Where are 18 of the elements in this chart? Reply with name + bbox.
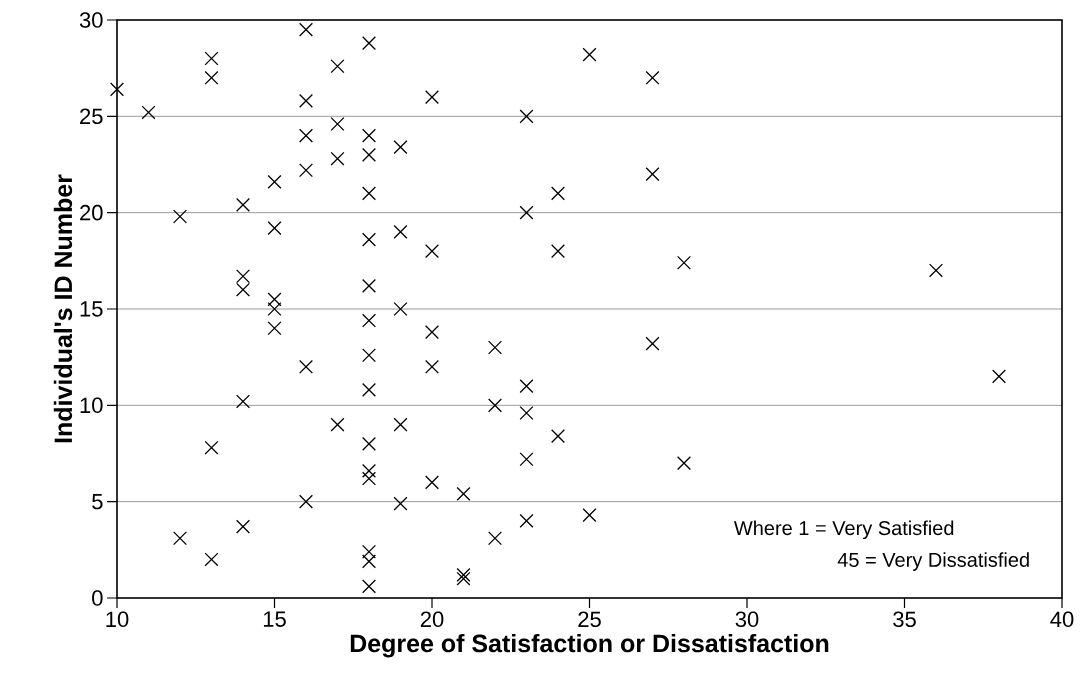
x-tick-label: 30 xyxy=(735,611,759,628)
y-tick-label: 15 xyxy=(80,301,103,317)
annotation: 45 = Very Dissatisfied xyxy=(837,552,1029,571)
y-tick-label: 30 xyxy=(79,12,103,28)
x-tick-label: 25 xyxy=(578,611,601,628)
x-axis-title: Degree of Satisfaction or Dissatisfaction xyxy=(350,633,829,658)
x-tick-label: 20 xyxy=(420,611,444,628)
annotation: Where 1 = Very Satisfied xyxy=(733,520,954,540)
y-axis-title: Individual's ID Number xyxy=(53,174,73,443)
y-tick-label: 25 xyxy=(80,108,103,125)
y-tick-label: 0 xyxy=(92,590,103,606)
x-tick-label: 35 xyxy=(893,611,916,628)
x-tick-label: 40 xyxy=(1050,611,1074,628)
y-tick-label: 20 xyxy=(80,204,103,221)
y-tick-label: 5 xyxy=(92,493,103,510)
x-tick-label: 15 xyxy=(263,611,286,627)
x-tick-label: 10 xyxy=(106,611,129,628)
y-tick-label: 10 xyxy=(80,397,103,414)
